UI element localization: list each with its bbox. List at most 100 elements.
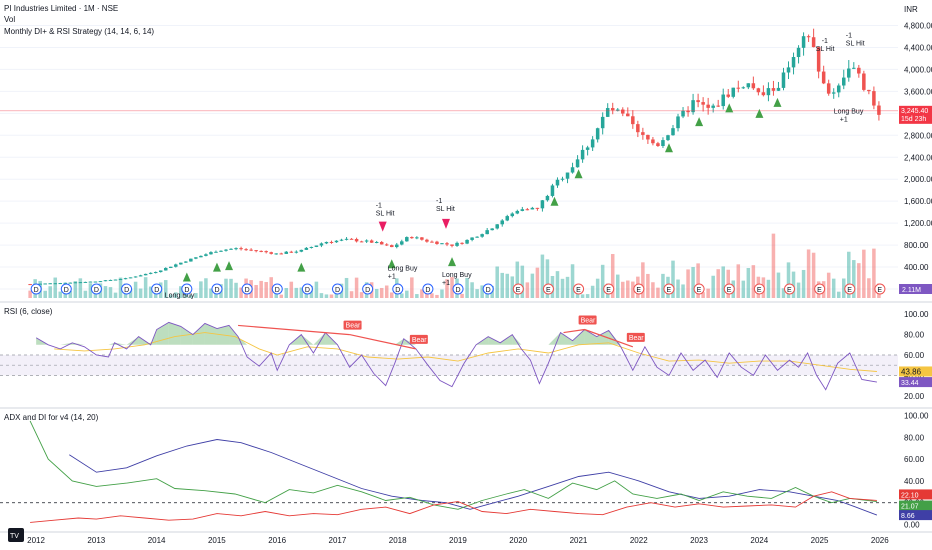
adx-pane[interactable]: ADX and DI for v4 (14, 20) 100.00 80.00 60.…	[0, 411, 932, 530]
rsi-value-badge	[899, 377, 932, 388]
long-buy-triangle	[212, 262, 221, 272]
candle-body	[334, 240, 339, 243]
dividend-marker	[332, 283, 344, 295]
time-tick-label: 2021	[570, 536, 588, 545]
volume-bar	[746, 268, 751, 298]
rsi-overbought-fill	[168, 322, 181, 345]
candle-body	[369, 240, 374, 243]
candle-body	[465, 239, 469, 244]
rsi-overbought-fill	[180, 326, 193, 345]
candle-body	[590, 139, 595, 148]
price-tick-label: 3,600.00	[904, 87, 932, 96]
candle-body	[831, 92, 836, 94]
adx-value-badge	[899, 510, 932, 521]
volume-bar	[575, 292, 580, 298]
volume-bar	[389, 292, 394, 298]
dividend-marker	[482, 283, 494, 295]
dividend-marker-label: D	[275, 287, 280, 294]
volume-bar	[585, 294, 590, 298]
volume-bar	[133, 281, 138, 298]
volume-bar	[48, 286, 52, 298]
earnings-marker-label: E	[757, 287, 762, 294]
candle-body	[726, 94, 731, 97]
candle-body	[776, 87, 781, 91]
candle-body	[324, 241, 329, 244]
candle-body	[877, 105, 881, 115]
time-tick-label: 2016	[268, 536, 286, 545]
earnings-marker	[844, 283, 856, 295]
price-pane[interactable]: 4,800.004,400.004,000.003,600.003,200.00…	[0, 21, 932, 299]
bear-divergence-line	[563, 328, 585, 334]
volume-bar	[108, 287, 113, 298]
time-tick-label: 2024	[750, 536, 768, 545]
minus-one-label: -1	[822, 38, 828, 45]
volume-bar	[631, 281, 635, 298]
volume-bar	[53, 277, 58, 298]
earnings-marker-label: E	[727, 287, 732, 294]
earnings-marker	[874, 283, 886, 295]
di-minus-line	[30, 491, 877, 523]
bear-tag	[626, 332, 645, 342]
price-tick-label: 4,400.00	[904, 43, 932, 52]
long-buy-triangle	[550, 196, 559, 206]
volume-bar	[415, 294, 419, 298]
volume-bar	[776, 272, 781, 298]
volume-bar	[656, 287, 660, 298]
rsi-pane[interactable]: RSI (6, close)100.0080.0060.0040.0020.00…	[0, 307, 932, 401]
minus-one-label: -1	[846, 32, 852, 39]
volume-bar	[279, 294, 284, 298]
candle-body	[204, 254, 208, 256]
long-buy-triangle	[773, 97, 782, 107]
dividend-marker	[90, 283, 102, 295]
adx-tick-label: 0.00	[904, 521, 920, 530]
volume-bar	[58, 291, 63, 298]
volume-bar	[83, 290, 88, 298]
time-tick-label: 2015	[208, 536, 226, 545]
candle-body	[38, 283, 42, 285]
rsi-ma-line	[54, 332, 877, 372]
candle-body	[244, 249, 248, 251]
time-tick-label: 2023	[690, 536, 708, 545]
candle-body	[28, 284, 32, 286]
volume-bar	[194, 293, 198, 298]
volume-bar	[706, 288, 710, 298]
volume-bar	[701, 292, 705, 298]
rsi-overbought-fill	[596, 330, 609, 345]
volume-bar	[379, 287, 384, 298]
adx-title: ADX and DI for v4 (14, 20)	[4, 413, 99, 422]
candle-body	[796, 47, 801, 58]
price-tick-label: 400.00	[904, 263, 929, 272]
candle-body	[651, 139, 655, 144]
candle-body	[475, 236, 479, 238]
bear-divergence-line	[584, 328, 634, 348]
earnings-marker-label: E	[546, 287, 551, 294]
candle-body	[595, 128, 600, 140]
dividend-marker	[211, 283, 223, 295]
candle-body	[605, 108, 610, 117]
volume-bar	[530, 273, 535, 298]
earnings-marker	[603, 283, 615, 295]
volume-bar	[294, 287, 299, 298]
volume-bar	[621, 281, 625, 298]
earnings-marker	[784, 283, 796, 295]
time-tick-label: 2026	[871, 536, 889, 545]
earnings-marker	[573, 283, 585, 295]
volume-bar	[174, 292, 178, 298]
volume-bar	[239, 287, 243, 298]
volume-bar	[189, 294, 193, 298]
time-axis[interactable]: 2012 2013 2014 2015 2016 2017 2018 2019 2020 2021…	[0, 531, 932, 545]
minus-one-label: -1	[376, 203, 382, 210]
volume-bar	[445, 279, 449, 298]
current-price-label: 3,245.40	[901, 108, 928, 115]
candle-body	[410, 237, 414, 239]
candle-body	[761, 92, 766, 96]
bear-tag	[578, 315, 597, 325]
candle-body	[349, 238, 354, 240]
bear-tag-label: Bear	[346, 323, 361, 330]
candle-body	[565, 172, 570, 179]
candle-body	[771, 88, 776, 91]
earnings-marker-label: E	[697, 287, 702, 294]
candle-body	[420, 237, 424, 240]
adx-tick-label: 100.00	[904, 411, 929, 420]
